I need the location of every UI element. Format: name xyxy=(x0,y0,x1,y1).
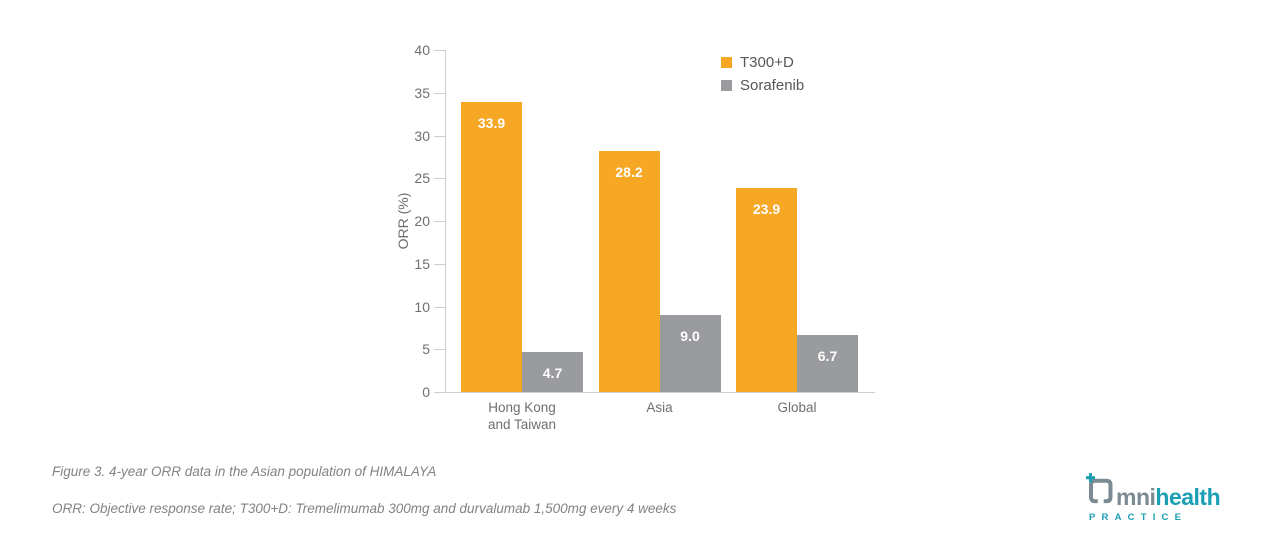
bar-t300d-global: 23.9 xyxy=(736,187,797,392)
plus-icon xyxy=(1086,473,1096,483)
omnihealth-practice-logo: mnihealth PRACTICE xyxy=(1086,473,1221,523)
y-axis-tick xyxy=(434,349,445,351)
x-category-label: Global xyxy=(777,400,817,415)
y-axis-tick xyxy=(434,50,445,51)
legend-label: Sorafenib xyxy=(740,77,805,94)
y-axis-tick xyxy=(434,392,445,393)
bar-value-label: 33.9 xyxy=(477,115,506,132)
y-axis-tick xyxy=(434,178,445,180)
legend-swatch xyxy=(721,57,732,68)
bar-t300d-asia: 28.2 xyxy=(598,150,660,392)
y-tick-label: 15 xyxy=(414,255,430,272)
logo-subtext-practice: PRACTICE xyxy=(1089,512,1188,523)
bar-t300d-hong-kong-and-taiwan: 33.9 xyxy=(461,102,522,392)
logo-wordmark: mnihealth xyxy=(1116,484,1221,510)
bar-value-label: 28.2 xyxy=(615,163,643,180)
bar-value-label: 23.9 xyxy=(752,200,781,217)
legend-item-sorafenib: Sorafenib xyxy=(721,77,804,94)
x-category-label: Hong Kong and Taiwan xyxy=(487,400,557,432)
logo-text-mni: mni xyxy=(1116,484,1156,510)
legend-swatch xyxy=(721,80,732,91)
y-tick-label: 25 xyxy=(414,170,430,187)
y-tick-label: 0 xyxy=(422,384,430,400)
omnihealth-logo-icon xyxy=(1086,473,1115,509)
logo-text-health: health xyxy=(1155,484,1221,510)
figure-footnote: ORR: Objective response rate; T300+D: Tr… xyxy=(52,501,677,516)
y-axis-tick xyxy=(434,306,445,308)
y-tick-label: 5 xyxy=(422,341,430,358)
y-tick-label: 20 xyxy=(414,213,430,229)
figure-caption: Figure 3. 4-year ORR data in the Asian p… xyxy=(52,464,437,479)
y-axis-tick xyxy=(434,263,445,265)
x-axis-line xyxy=(445,392,875,393)
y-axis-tick xyxy=(434,221,445,222)
bar-value-label: 6.7 xyxy=(817,347,838,364)
x-category-label: Asia xyxy=(646,400,673,415)
legend-item-t300d: T300+D xyxy=(721,54,804,71)
y-tick-label: 10 xyxy=(414,298,430,315)
y-axis-line xyxy=(445,50,446,393)
chart-legend: T300+D Sorafenib xyxy=(721,54,804,100)
orr-bar-chart: ORR (%) T300+D Sorafenib 0 5 10 15 20 25 30 35 40… xyxy=(395,42,875,432)
y-axis-tick xyxy=(434,92,445,94)
bar-sorafenib-hong-kong-and-taiwan: 4.7 xyxy=(522,351,583,392)
y-tick-label: 40 xyxy=(414,42,430,58)
y-tick-label: 30 xyxy=(414,127,430,144)
y-tick-label: 35 xyxy=(414,84,430,101)
bar-value-label: 9.0 xyxy=(680,328,700,345)
bar-sorafenib-global: 6.7 xyxy=(797,334,858,392)
legend-label: T300+D xyxy=(740,54,794,71)
bar-value-label: 4.7 xyxy=(542,364,563,381)
y-axis-tick xyxy=(434,135,445,137)
bar-sorafenib-asia: 9.0 xyxy=(659,315,721,392)
